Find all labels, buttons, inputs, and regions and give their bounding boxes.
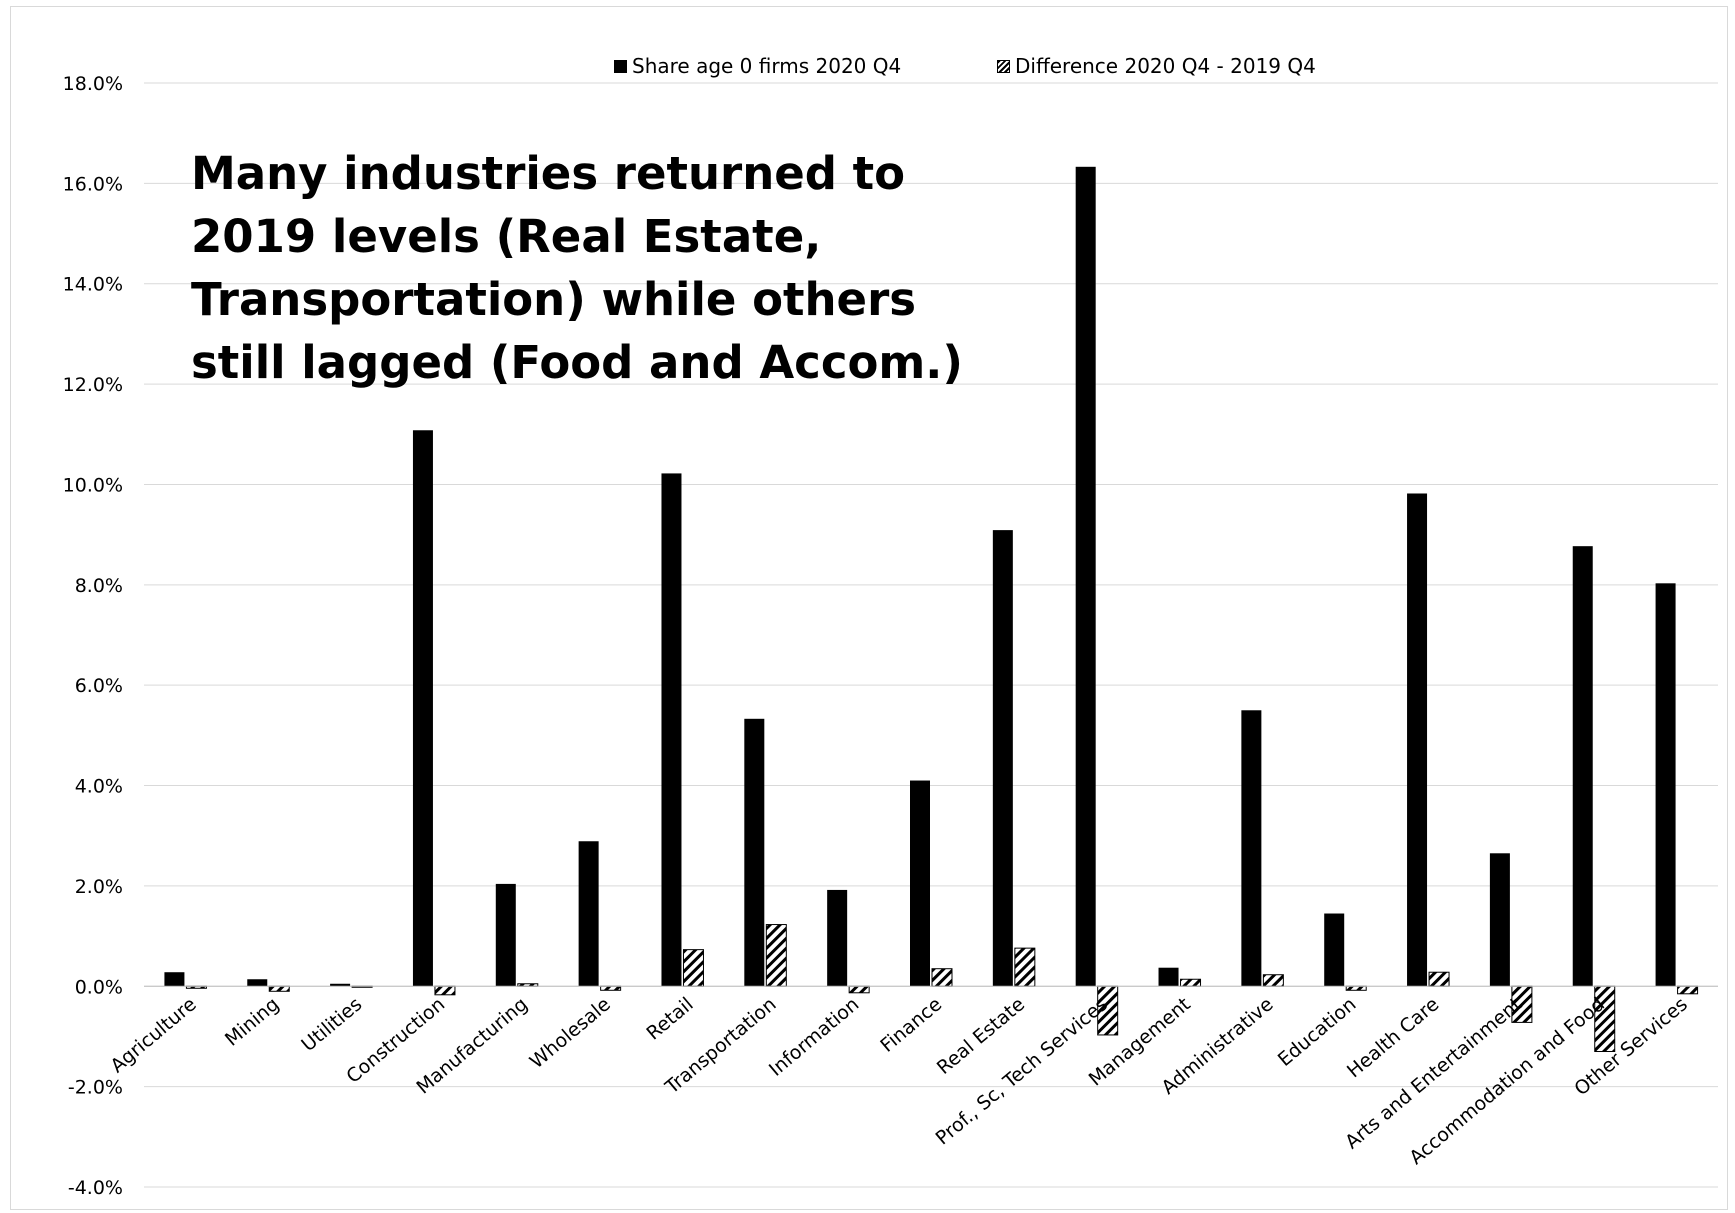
y-tick-label: 14.0% (63, 274, 123, 296)
bar-difference (682, 949, 704, 987)
bar-share (1241, 710, 1262, 987)
x-tick-label: Finance (876, 993, 946, 1057)
bar-difference (1428, 971, 1450, 987)
bar-difference (600, 985, 622, 991)
legend-swatch-solid (614, 59, 627, 73)
y-tick-label: 12.0% (63, 374, 123, 396)
bar-share (1655, 583, 1676, 987)
y-tick-label: 16.0% (63, 173, 123, 195)
x-tick-label: Information (765, 993, 863, 1081)
bar-share (164, 972, 185, 987)
x-tick-label: Utilities (297, 993, 366, 1056)
bar-share (1489, 853, 1510, 987)
bar-difference (848, 985, 870, 994)
bar-difference (765, 924, 787, 987)
y-tick-label: -4.0% (68, 1177, 123, 1199)
legend-swatch-hatched (997, 59, 1010, 73)
legend-label-share: Share age 0 firms 2020 Q4 (632, 54, 902, 78)
bar-share (661, 473, 682, 987)
x-tick-label: Education (1274, 993, 1361, 1071)
y-tick-label: 0.0% (75, 976, 123, 998)
bar-share (1075, 166, 1096, 987)
bar-share (827, 889, 848, 987)
bar-difference (1677, 985, 1699, 995)
bar-difference (268, 985, 290, 992)
bars (144, 166, 1718, 1053)
bar-share (1324, 913, 1345, 987)
x-axis-tick-labels: Agriculture Mining UtilitiesConstructionMa… (106, 993, 1691, 1169)
bar-share (744, 718, 765, 987)
x-tick-label: Mining (221, 993, 283, 1050)
bar-difference (1262, 974, 1284, 987)
bar-share (1572, 546, 1593, 987)
y-tick-label: 4.0% (75, 776, 123, 798)
x-tick-label: Wholesale (526, 993, 615, 1073)
y-tick-label: 8.0% (75, 575, 123, 597)
bar-difference (1345, 985, 1367, 991)
x-tick-label: Prof., Sc, Tech Services (932, 993, 1112, 1149)
chart-annotation: Many industries returned to 2019 levels … (191, 147, 963, 389)
bar-share (992, 530, 1013, 987)
y-tick-label: 6.0% (75, 675, 123, 697)
y-tick-label: -2.0% (68, 1077, 123, 1099)
bar-difference (931, 968, 953, 987)
bar-share (578, 841, 599, 987)
bar-share (412, 430, 433, 987)
bar-difference (1180, 978, 1202, 987)
bar-share (495, 883, 516, 987)
x-tick-label: Agriculture (106, 993, 200, 1077)
bar-difference (1014, 947, 1036, 987)
bar-share (1407, 493, 1428, 987)
bar-share (1158, 967, 1179, 987)
legend-label-difference: Difference 2020 Q4 - 2019 Q4 (1015, 54, 1316, 78)
bar-difference (434, 985, 456, 996)
legend-item-share: Share age 0 firms 2020 Q4 (614, 54, 901, 78)
chart-frame (10, 6, 1728, 1210)
y-tick-label: 18.0% (63, 73, 123, 95)
y-axis-tick-labels: 18.0% 16.0% 14.0% 12.0% 10.0% 8.0% 6.0% 4.0% 2.0… (63, 73, 123, 1199)
y-tick-label: 2.0% (75, 876, 123, 898)
bar-share (330, 983, 351, 987)
x-tick-label: Retail (642, 993, 697, 1044)
bar-share (247, 979, 268, 987)
y-tick-label: 10.0% (63, 474, 123, 496)
bar-share (910, 780, 930, 987)
legend-item-difference: Difference 2020 Q4 - 2019 Q4 (997, 54, 1316, 78)
